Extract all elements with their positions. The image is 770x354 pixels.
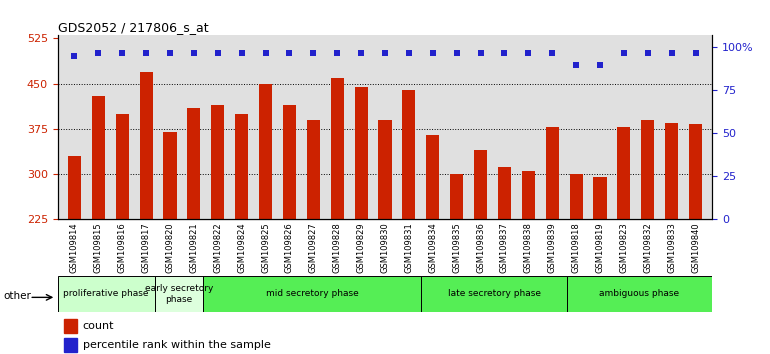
Bar	[211, 105, 224, 219]
Text: proliferative phase: proliferative phase	[63, 289, 149, 298]
Bar	[641, 120, 654, 219]
Bar	[330, 78, 343, 219]
Text: GSM109827: GSM109827	[309, 222, 318, 273]
Text: GSM109825: GSM109825	[261, 222, 270, 273]
Bar	[427, 135, 440, 219]
Point	[212, 50, 224, 56]
Point	[331, 50, 343, 56]
Text: mid secretory phase: mid secretory phase	[266, 289, 359, 298]
Bar	[163, 132, 176, 219]
Text: GSM109815: GSM109815	[94, 222, 103, 273]
Point	[665, 50, 678, 56]
Bar	[65, 319, 77, 333]
Point	[403, 50, 415, 56]
Text: GSM109818: GSM109818	[571, 222, 581, 273]
Bar	[65, 338, 77, 352]
Text: late secretory phase: late secretory phase	[447, 289, 541, 298]
Bar	[421, 276, 567, 312]
Bar	[522, 171, 535, 219]
Bar	[665, 123, 678, 219]
Point	[498, 50, 511, 56]
Bar	[203, 276, 421, 312]
Text: early secretory
phase: early secretory phase	[145, 284, 213, 303]
Text: GSM109824: GSM109824	[237, 222, 246, 273]
Text: GSM109835: GSM109835	[452, 222, 461, 273]
Text: GSM109823: GSM109823	[619, 222, 628, 273]
Point	[116, 50, 129, 56]
Text: GSM109828: GSM109828	[333, 222, 342, 273]
Point	[92, 50, 105, 56]
Bar	[354, 87, 368, 219]
Point	[283, 50, 296, 56]
Point	[307, 50, 320, 56]
Point	[474, 50, 487, 56]
Point	[69, 53, 81, 59]
Point	[140, 50, 152, 56]
Bar	[567, 276, 712, 312]
Text: GSM109816: GSM109816	[118, 222, 127, 273]
Text: GSM109826: GSM109826	[285, 222, 294, 273]
Point	[618, 50, 630, 56]
Text: GSM109831: GSM109831	[404, 222, 413, 273]
Text: count: count	[82, 321, 114, 331]
Text: other: other	[4, 291, 32, 301]
Text: GSM109814: GSM109814	[70, 222, 79, 273]
Text: GDS2052 / 217806_s_at: GDS2052 / 217806_s_at	[58, 21, 209, 34]
Bar	[306, 120, 320, 219]
Text: GSM109829: GSM109829	[357, 222, 366, 273]
Text: GSM109820: GSM109820	[166, 222, 175, 273]
Point	[450, 50, 463, 56]
Bar	[92, 96, 105, 219]
Bar	[139, 72, 152, 219]
Text: GSM109833: GSM109833	[667, 222, 676, 273]
Bar	[618, 127, 631, 219]
Text: ambiguous phase: ambiguous phase	[600, 289, 680, 298]
Text: GSM109817: GSM109817	[142, 222, 151, 273]
Bar	[378, 120, 392, 219]
Point	[594, 62, 606, 68]
Bar	[474, 150, 487, 219]
Text: GSM109821: GSM109821	[189, 222, 199, 273]
Text: GSM109840: GSM109840	[691, 222, 700, 273]
Text: GSM109837: GSM109837	[500, 222, 509, 273]
Text: GSM109832: GSM109832	[643, 222, 652, 273]
Point	[379, 50, 391, 56]
Bar	[283, 105, 296, 219]
Point	[188, 50, 200, 56]
Text: percentile rank within the sample: percentile rank within the sample	[82, 340, 270, 350]
Bar	[155, 276, 203, 312]
Text: GSM109830: GSM109830	[380, 222, 390, 273]
Text: GSM109822: GSM109822	[213, 222, 223, 273]
Text: GSM109819: GSM109819	[595, 222, 604, 273]
Point	[641, 50, 654, 56]
Text: GSM109839: GSM109839	[547, 222, 557, 273]
Bar	[235, 114, 248, 219]
Bar	[259, 84, 272, 219]
Bar	[689, 124, 702, 219]
Bar	[450, 174, 464, 219]
Point	[164, 50, 176, 56]
Bar	[68, 156, 81, 219]
Text: GSM109834: GSM109834	[428, 222, 437, 273]
Bar	[116, 114, 129, 219]
Text: GSM109838: GSM109838	[524, 222, 533, 273]
Bar	[187, 108, 200, 219]
Point	[427, 50, 439, 56]
Point	[522, 50, 534, 56]
Point	[259, 50, 272, 56]
Bar	[570, 174, 583, 219]
Point	[236, 50, 248, 56]
Bar	[402, 90, 416, 219]
Point	[689, 50, 701, 56]
Text: GSM109836: GSM109836	[476, 222, 485, 273]
Bar	[58, 276, 155, 312]
Point	[355, 50, 367, 56]
Bar	[498, 167, 511, 219]
Bar	[546, 127, 559, 219]
Point	[546, 50, 558, 56]
Point	[570, 62, 582, 68]
Bar	[594, 177, 607, 219]
